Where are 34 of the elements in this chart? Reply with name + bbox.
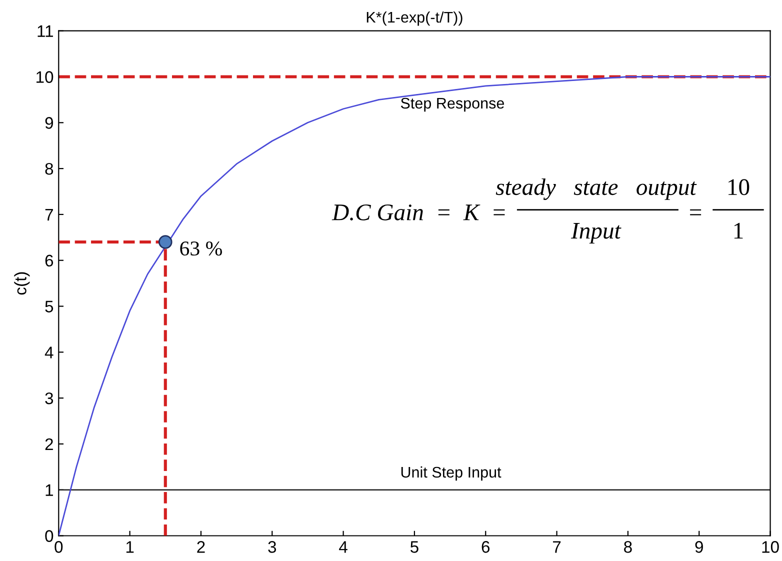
y-tick-label: 10 xyxy=(36,71,54,83)
annotation: 63 % xyxy=(180,241,222,256)
x-tick-label: 10 xyxy=(762,541,779,553)
x-tick-label: 9 xyxy=(695,541,703,553)
y-tick-label: 11 xyxy=(38,25,53,37)
x-tick-label: 1 xyxy=(126,541,134,553)
ref-line-label: Step Response xyxy=(400,98,504,112)
x-tick-label: 6 xyxy=(482,541,490,553)
y-tick-label: 0 xyxy=(45,530,54,542)
annotation: steady state output xyxy=(496,178,697,200)
x-tick-label: 5 xyxy=(410,541,418,553)
x-tick-label: 0 xyxy=(54,541,63,553)
y-tick-label: 6 xyxy=(45,254,54,267)
ref-line-label: Unit Step Input xyxy=(401,466,502,481)
x-tick-label: 3 xyxy=(268,541,276,553)
y-tick-label: 5 xyxy=(45,300,54,312)
y-tick-label: 8 xyxy=(45,162,54,175)
annotation: 1 xyxy=(734,222,743,238)
y-tick-label: 7 xyxy=(45,209,53,220)
y-tick-label: 4 xyxy=(44,346,54,358)
annotation: = xyxy=(690,209,702,216)
annotation: Input xyxy=(570,223,622,244)
x-tick-label: 2 xyxy=(197,541,205,553)
y-axis-title: c(t) xyxy=(14,272,30,295)
x-tick-label: 8 xyxy=(624,541,632,553)
y-tick-label: 9 xyxy=(45,117,53,129)
y-tick-label: 3 xyxy=(45,392,54,404)
chart-title: K*(1-exp(-t/T)) xyxy=(366,11,462,26)
y-tick-label: 1 xyxy=(46,484,53,496)
y-tick-label: 2 xyxy=(45,438,53,450)
x-tick-label: 7 xyxy=(553,541,561,553)
annotation: D.C Gain = K = xyxy=(332,204,505,220)
annotation: 10 xyxy=(728,179,750,196)
x-tick-label: 4 xyxy=(339,541,348,553)
